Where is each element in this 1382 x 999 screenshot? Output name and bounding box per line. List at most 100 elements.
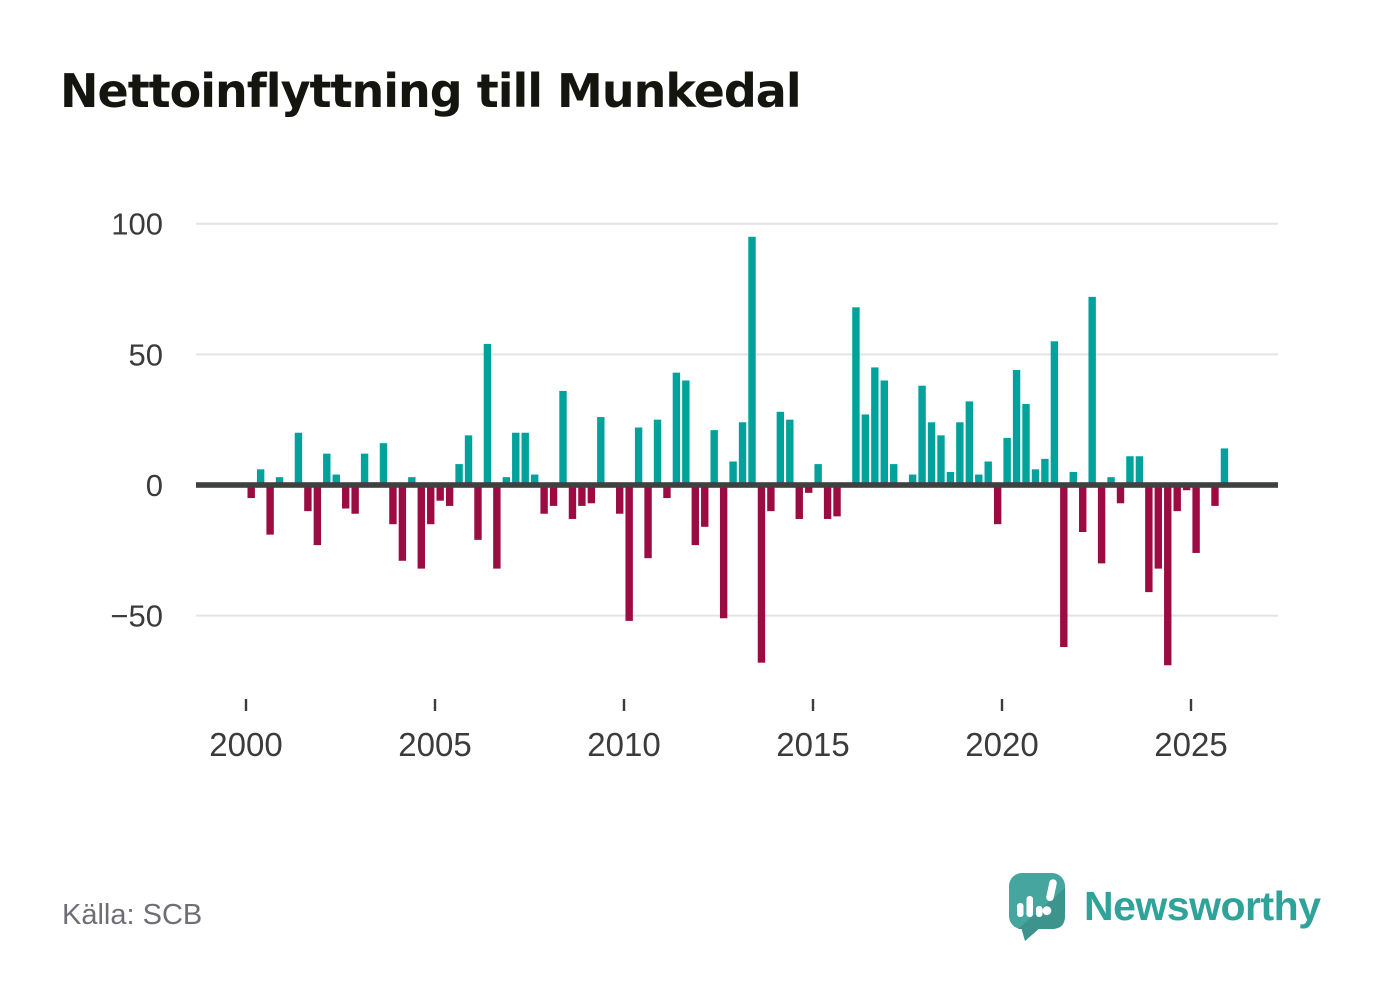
bar-positive bbox=[634, 427, 643, 485]
bar-positive bbox=[1003, 437, 1011, 485]
x-tick-label: 2020 bbox=[965, 726, 1038, 763]
logo-bubble-tail bbox=[1021, 927, 1041, 941]
bar-positive bbox=[710, 430, 718, 485]
bar-positive bbox=[530, 474, 539, 485]
bar-negative bbox=[701, 485, 709, 527]
newsworthy-logo-icon bbox=[1009, 873, 1065, 941]
bar-negative bbox=[313, 485, 322, 546]
bar-negative bbox=[540, 485, 548, 514]
x-tick-label: 2005 bbox=[398, 726, 471, 763]
bar-positive bbox=[521, 432, 529, 485]
bar-negative bbox=[757, 485, 766, 663]
bar-positive bbox=[256, 469, 265, 485]
x-tick bbox=[433, 699, 437, 711]
bar-positive bbox=[871, 367, 879, 485]
bar-negative bbox=[644, 485, 652, 559]
bar-negative bbox=[1154, 485, 1163, 569]
bar-negative bbox=[1079, 485, 1087, 533]
bar-positive bbox=[984, 461, 992, 485]
bar-positive bbox=[408, 477, 416, 485]
bar-positive bbox=[1135, 456, 1144, 485]
bar-negative bbox=[719, 485, 728, 619]
bar-positive bbox=[559, 390, 567, 485]
bar-negative bbox=[247, 485, 255, 499]
bar-negative bbox=[398, 485, 407, 561]
bar-negative bbox=[1192, 485, 1200, 553]
bar-positive bbox=[776, 411, 785, 485]
bar-negative bbox=[1060, 485, 1068, 648]
bar-positive bbox=[738, 422, 747, 485]
y-tick-label: 50 bbox=[129, 337, 163, 372]
chart-title: Nettoinflyttning till Munkedal bbox=[60, 64, 802, 118]
bar-positive bbox=[464, 435, 473, 485]
bar-negative bbox=[993, 485, 1002, 525]
x-tick-label: 2025 bbox=[1154, 726, 1227, 763]
bar-positive bbox=[1022, 403, 1030, 485]
bar-negative bbox=[341, 485, 350, 509]
newsworthy-wordmark: Newsworthy bbox=[1084, 883, 1321, 929]
bar-positive bbox=[379, 443, 388, 485]
bar-negative bbox=[1145, 485, 1153, 593]
bar-positive bbox=[908, 474, 917, 485]
x-tick bbox=[622, 699, 626, 711]
bar-negative bbox=[578, 485, 586, 506]
bar-positive bbox=[1041, 458, 1049, 485]
bar-positive bbox=[937, 435, 945, 485]
bar-negative bbox=[691, 485, 700, 546]
bar-positive bbox=[672, 372, 681, 485]
x-tick bbox=[1189, 699, 1193, 711]
bar-positive bbox=[332, 474, 340, 485]
bar-negative bbox=[1097, 485, 1106, 564]
bar-positive bbox=[861, 414, 870, 485]
bar-negative bbox=[1173, 485, 1181, 512]
bar-negative bbox=[351, 485, 359, 514]
bar-negative bbox=[436, 485, 444, 501]
bar-negative bbox=[1211, 485, 1219, 506]
bar-positive bbox=[1107, 477, 1115, 485]
bar-negative bbox=[427, 485, 435, 525]
logo-bar-icon bbox=[1036, 906, 1043, 917]
bar-negative bbox=[389, 485, 397, 525]
newsworthy-logo: Newsworthy bbox=[1008, 872, 1321, 941]
bar-positive bbox=[1220, 448, 1229, 485]
bar-negative bbox=[417, 485, 425, 569]
y-tick-label: −50 bbox=[110, 599, 163, 634]
bar-negative bbox=[1116, 485, 1125, 504]
bar-positive bbox=[927, 422, 936, 485]
bar-positive bbox=[1069, 471, 1077, 485]
x-tick bbox=[1000, 699, 1004, 711]
bar-negative bbox=[568, 485, 577, 519]
bar-positive bbox=[653, 419, 662, 485]
bar-negative bbox=[833, 485, 841, 517]
bar-positive bbox=[1050, 341, 1059, 485]
y-tick-label: 100 bbox=[111, 207, 163, 242]
bar-negative bbox=[795, 485, 803, 519]
bar-positive bbox=[729, 461, 737, 485]
bar-positive bbox=[956, 422, 964, 485]
bar-positive bbox=[323, 453, 331, 485]
bar-positive bbox=[294, 432, 303, 485]
bar-positive bbox=[512, 432, 520, 485]
logo-exclamation-icon bbox=[1042, 879, 1057, 916]
bar-negative bbox=[823, 485, 832, 519]
logo-bar-icon bbox=[1017, 903, 1024, 917]
bar-negative bbox=[266, 485, 274, 535]
bar-positive bbox=[918, 385, 926, 485]
bar-positive bbox=[1031, 469, 1040, 485]
x-tick-label: 2010 bbox=[587, 726, 660, 763]
bar-negative bbox=[804, 485, 813, 493]
bar-positive bbox=[965, 401, 974, 485]
bar-negative bbox=[616, 485, 624, 514]
bar-negative bbox=[493, 485, 501, 569]
x-tick-label: 2015 bbox=[776, 726, 849, 763]
bar-positive bbox=[946, 471, 955, 485]
bar-negative bbox=[625, 485, 633, 621]
bar-negative bbox=[767, 485, 775, 512]
bar-positive bbox=[975, 474, 983, 485]
bar-positive bbox=[1126, 456, 1134, 485]
bar-positive bbox=[814, 464, 822, 485]
logo-bar-icon bbox=[1026, 896, 1033, 917]
bar-negative bbox=[304, 485, 312, 512]
